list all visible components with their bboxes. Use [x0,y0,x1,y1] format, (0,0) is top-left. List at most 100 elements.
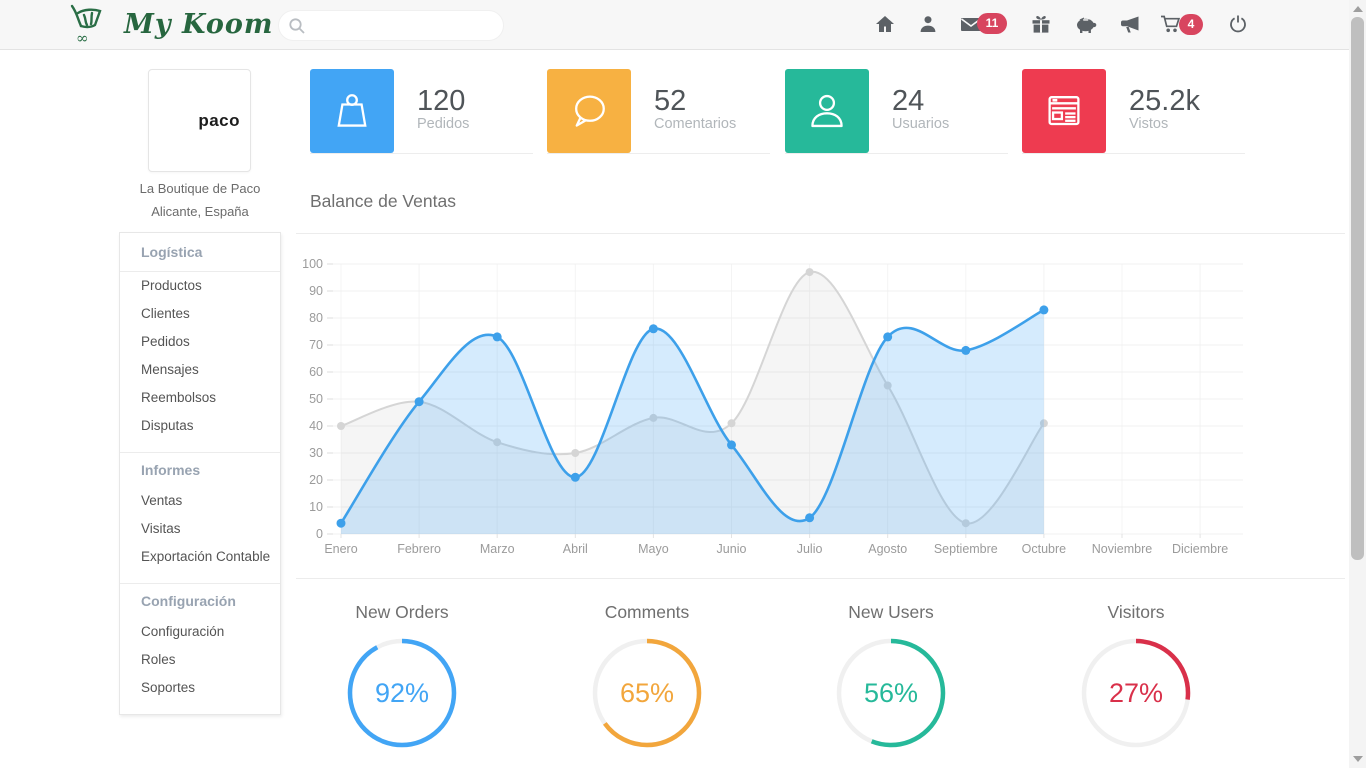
stat-card-usuarios: 24 Usuarios [785,69,1008,154]
donut-new-users: New Users 56% [791,602,991,751]
svg-text:100: 100 [302,257,323,271]
power-icon[interactable] [1228,14,1250,36]
sidebar-item-exportacion-contable[interactable]: Exportación Contable [141,549,271,564]
stat-value: 52 [654,85,687,117]
stat-card-vistos: 25.2k Vistos [1022,69,1245,154]
divider [296,233,1345,234]
donut-percent: 27% [1108,677,1164,708]
svg-text:60: 60 [309,365,323,379]
sidebar-item-clientes[interactable]: Clientes [141,306,190,321]
browser-window-icon [1022,69,1106,153]
user-icon[interactable] [918,14,940,36]
home-icon[interactable] [875,14,897,36]
megaphone-icon[interactable] [1119,14,1141,36]
sidebar-item-visitas[interactable]: Visitas [141,521,181,536]
sidebar-item-mensajes[interactable]: Mensajes [141,362,199,377]
donut-gauge: 27% [1078,635,1194,751]
brand-cart-icon: ∞ [70,4,102,45]
svg-text:20: 20 [309,473,323,487]
donut-title: New Orders [355,602,449,622]
sidebar-item-ventas[interactable]: Ventas [141,493,183,508]
stat-value: 24 [892,85,925,117]
svg-text:Julio: Julio [797,542,823,556]
divider [120,583,280,584]
stat-card-comentarios: 52 Comentarios [547,69,770,154]
gift-icon[interactable] [1031,14,1053,36]
svg-text:10: 10 [309,500,323,514]
sidebar-item-disputas[interactable]: Disputas [141,418,194,433]
vertical-scrollbar[interactable] [1349,0,1366,768]
sidebar-item-roles[interactable]: Roles [141,652,176,667]
donut-percent: 92% [374,677,430,708]
chart-title: Balance de Ventas [310,191,456,211]
profile-info: La Boutique de Paco Alicante, España [100,177,300,223]
sidebar-item-productos[interactable]: Productos [141,278,202,293]
scroll-down-arrow[interactable] [1353,756,1363,762]
svg-text:Septiembre: Septiembre [934,542,998,556]
svg-text:Febrero: Febrero [397,542,441,556]
scrollbar-thumb[interactable] [1351,17,1364,560]
svg-text:Junio: Junio [717,542,747,556]
donut-percent: 56% [863,677,919,708]
svg-text:Enero: Enero [324,542,357,556]
donut-title: Visitors [1107,602,1165,622]
stat-value: 25.2k [1129,85,1200,117]
donut-percent: 65% [619,677,675,708]
avatar: paco [148,69,251,172]
search-box[interactable] [278,10,504,41]
donut-gauge: 65% [589,635,705,751]
profile-name: La Boutique de Paco [139,181,261,196]
divider [296,578,1345,579]
divider [120,452,280,453]
brand-name: My Koom [124,8,274,40]
stat-label: Vistos [1129,116,1169,132]
stat-label: Comentarios [654,116,737,132]
speech-bubble-icon [547,69,631,153]
stat-value: 120 [417,85,466,117]
sidebar-item-reembolsos[interactable]: Reembolsos [141,390,217,405]
navbar: ∞ My Koom [0,0,1366,50]
svg-text:90: 90 [309,284,323,298]
brand[interactable]: ∞ My Koom [64,3,273,45]
donut-visitors: Visitors 27% [1036,602,1236,751]
person-icon [785,69,869,153]
donut-gauge: 92% [344,635,460,751]
search-input[interactable] [306,18,503,33]
svg-text:50: 50 [309,392,323,406]
donut-gauge: 56% [833,635,949,751]
donut-title: Comments [604,602,690,622]
stat-label: Usuarios [892,116,950,132]
avatar-text: paco [198,111,240,130]
donut-comments: Comments 65% [547,602,747,751]
cart-icon[interactable] [1160,14,1182,36]
svg-text:Agosto: Agosto [868,542,907,556]
scroll-up-arrow[interactable] [1353,6,1363,12]
mail-badge[interactable]: 11 [977,13,1007,34]
shopping-bag-icon [310,69,394,153]
svg-text:Octubre: Octubre [1022,542,1067,556]
divider [120,271,280,272]
sales-line-chart: 0 10 20 30 40 50 60 70 80 90 100 Enero Febrero Marzo A… [302,257,1243,556]
stat-card-pedidos: 120 Pedidos [310,69,533,154]
svg-text:Diciembre: Diciembre [1172,542,1228,556]
cart-badge[interactable]: 4 [1179,14,1203,35]
sidebar-item-configuracion[interactable]: Configuración [141,624,225,639]
svg-text:Mayo: Mayo [638,542,669,556]
menu-section-configuracion: Configuración [141,593,236,609]
svg-text:40: 40 [309,419,323,433]
sidebar-menu: Logística Productos Clientes Pedidos Men… [119,232,281,715]
menu-section-informes: Informes [141,462,201,478]
svg-text:30: 30 [309,446,323,460]
sidebar-item-pedidos[interactable]: Pedidos [141,334,190,349]
stat-label: Pedidos [417,116,470,132]
donut-new-orders: New Orders 92% [302,602,502,751]
svg-text:80: 80 [309,311,323,325]
svg-text:Abril: Abril [563,542,588,556]
svg-text:Marzo: Marzo [480,542,515,556]
menu-section-logistica: Logística [141,244,203,260]
piggy-bank-icon[interactable] [1075,14,1097,36]
svg-text:Noviembre: Noviembre [1092,542,1152,556]
sidebar-item-soportes[interactable]: Soportes [141,680,196,695]
profile-location: Alicante, España [151,204,249,219]
